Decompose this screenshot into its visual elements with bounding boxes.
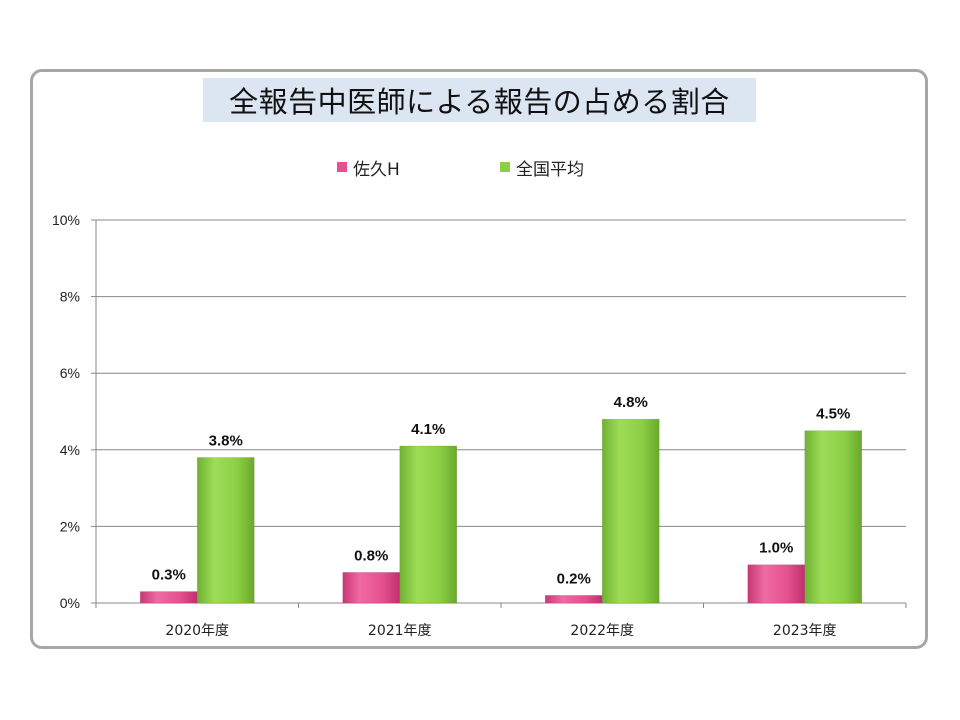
legend-label-series-2: 全国平均 [516, 159, 584, 180]
legend-item-series-2: 全国平均 [500, 157, 584, 180]
y-tick-label: 6% [60, 365, 80, 381]
x-category-label: 2023年度 [773, 623, 837, 639]
bar-series-1-2 [342, 572, 400, 604]
data-label-series-1-4: 1.0% [759, 540, 793, 557]
bar-series-1-3 [545, 595, 603, 604]
data-label-series-1-1: 0.3% [152, 567, 186, 584]
x-category-label: 2020年度 [165, 623, 229, 639]
data-label-series-2-3: 4.8% [614, 394, 648, 411]
legend-item-series-1: 佐久H [337, 157, 400, 180]
legend-swatch-series-2 [500, 162, 510, 172]
legend-swatch-series-1 [337, 162, 347, 172]
bar-series-2-2 [399, 445, 457, 604]
data-label-series-2-4: 4.5% [816, 406, 850, 423]
y-tick-label: 0% [60, 595, 80, 611]
bar-series-2-3 [602, 418, 660, 604]
chart-title: 全報告中医師による報告の占める割合 [203, 78, 756, 122]
bar-series-1-1 [140, 591, 198, 604]
y-tick-label: 8% [60, 289, 80, 305]
bars [140, 418, 862, 604]
x-category-label: 2021年度 [368, 623, 432, 639]
y-tick-label: 10% [52, 212, 80, 228]
data-label-series-2-2: 4.1% [411, 421, 445, 438]
x-category-label: 2022年度 [570, 623, 634, 639]
data-label-series-1-3: 0.2% [557, 570, 591, 587]
y-tick-label: 4% [60, 442, 80, 458]
chart-frame [30, 69, 928, 649]
bar-series-1-4 [747, 564, 805, 604]
bar-series-2-4 [804, 430, 862, 604]
labels: 0% 2% 4% 6% 8% 10% 0.3% 3.8% 2020年度 0.8% 4.1% 2021年… [52, 212, 850, 639]
data-label-series-1-2: 0.8% [354, 547, 388, 564]
bar-series-2-1 [197, 457, 255, 604]
y-tick-label: 2% [60, 518, 80, 534]
legend-label-series-1: 佐久H [353, 159, 400, 180]
data-label-series-2-1: 3.8% [209, 432, 243, 449]
